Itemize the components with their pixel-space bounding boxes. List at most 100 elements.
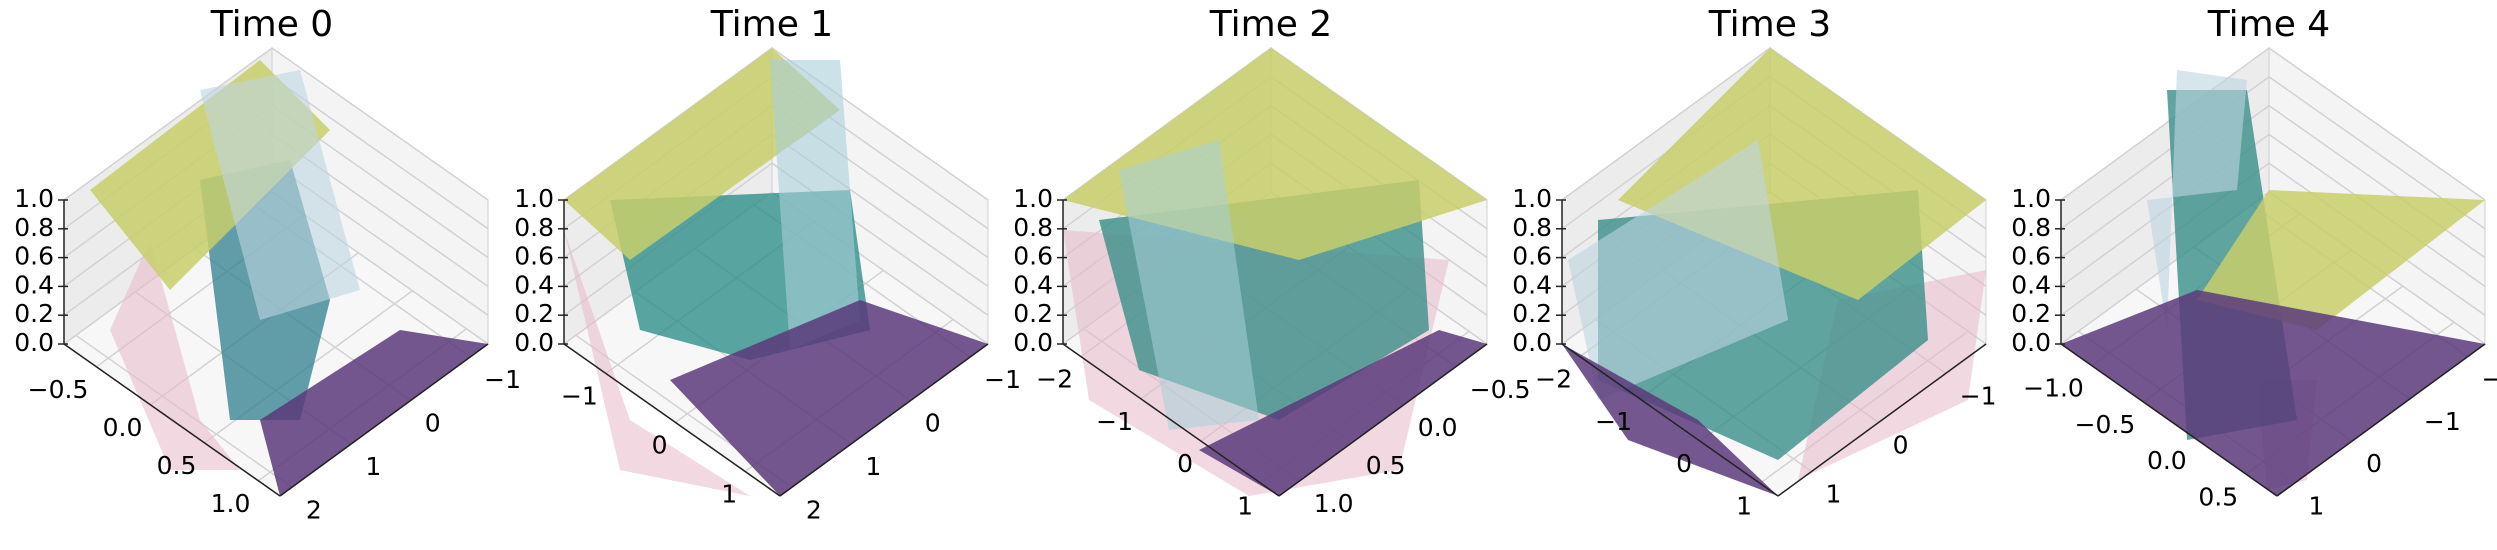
z-tick-label: 0.8: [14, 213, 54, 242]
surface-patch: [1568, 140, 1788, 400]
z-tick-label: 0.6: [2011, 242, 2051, 271]
x-tick-label: 1: [1237, 491, 1253, 520]
x-tick-label: 1: [721, 479, 737, 508]
z-grid-line: [63, 47, 489, 201]
surface-patch: [2197, 190, 2485, 330]
x-tick-label: −1: [1096, 407, 1133, 436]
z-tick-label: 0.4: [14, 270, 54, 299]
y-tick-label: −2: [2482, 365, 2497, 394]
x-axis-line: [1561, 343, 1779, 497]
y-tick-label: 1: [1826, 479, 1842, 508]
y-tick-label: −1: [2424, 407, 2461, 436]
z-tick-label: 0.2: [1512, 299, 1552, 328]
z-tick-label: 1.0: [2011, 184, 2051, 213]
x-tick-label: 0: [1676, 449, 1692, 478]
surface-patch: [1119, 140, 1259, 430]
z-tick-label: 0.4: [1013, 270, 1053, 299]
z-tick-label: 0.6: [14, 242, 54, 271]
subplot: 0.00.20.40.60.81.0 −1 0 1 −1 0 1 2 Time 1: [514, 4, 1021, 524]
y-axis-line: [1777, 343, 1987, 497]
x-tick-label: 0.0: [2147, 446, 2187, 475]
y-tick-label: 0: [2366, 449, 2382, 478]
surface-patch: [770, 60, 860, 350]
subplot: 0.00.20.40.60.81.0−0.50.00.51.0−1012Time…: [14, 4, 521, 524]
x-axis-line: [563, 343, 781, 497]
surface-patch: [200, 70, 360, 320]
z-tick-label: 0.2: [2011, 299, 2051, 328]
subplot: 0.00.20.40.60.81.0 −2 −1 0 1 −1 0 1 Time 3: [1512, 4, 1996, 520]
x-tick-label: −0.5: [2075, 410, 2136, 439]
surface-patch: [564, 48, 840, 260]
z-tick-label: 0.0: [14, 328, 54, 357]
z-tick-label: 0.4: [2011, 270, 2051, 299]
x-tick-label: 0.5: [157, 451, 197, 480]
z-tick-label: 0.0: [2011, 328, 2051, 357]
subplot-title: Time 0: [210, 4, 333, 45]
x-axis-line: [1062, 343, 1280, 497]
z-tick-label: 1.0: [514, 184, 554, 213]
x-tick-label: −0.5: [28, 375, 89, 404]
surface-patch: [564, 230, 750, 496]
z-tick-label: 1.0: [14, 184, 54, 213]
z-tick-label: 0.6: [1512, 242, 1552, 271]
z-tick-label: 0.8: [1013, 213, 1053, 242]
y-tick-label: 2: [306, 495, 322, 524]
y-tick-label: −1: [1960, 381, 1997, 410]
y-tick-label: 1: [2308, 491, 2324, 520]
y-tick-label: 0: [925, 408, 941, 437]
surface-patch: [260, 330, 488, 496]
z-tick-label: 0.2: [14, 299, 54, 328]
y-tick-label: 1: [365, 452, 381, 481]
surface-patch: [2147, 70, 2247, 330]
z-grid-line: [2060, 47, 2486, 201]
z-tick-label: 0.0: [1013, 328, 1053, 357]
z-tick-label: 0.6: [1013, 242, 1053, 271]
y-tick-label: 0.5: [1366, 451, 1406, 480]
y-tick-label: −0.5: [1470, 375, 1531, 404]
z-tick-label: 0.8: [2011, 213, 2051, 242]
y-tick-label: 2: [806, 495, 822, 524]
z-tick-label: 1.0: [1013, 184, 1053, 213]
x-tick-label: −2: [1036, 365, 1073, 394]
subplot-title: Time 2: [1209, 4, 1332, 45]
subplot-title: Time 1: [710, 4, 833, 45]
y-axis-line: [779, 343, 989, 497]
x-tick-label: 1: [1736, 491, 1752, 520]
x-tick-label: 0.0: [103, 413, 143, 442]
x-tick-label: −2: [1535, 365, 1572, 394]
x-axis-line: [63, 343, 281, 497]
y-tick-label: 1: [865, 452, 881, 481]
y-axis-line: [279, 343, 489, 497]
y-tick-label: −1: [984, 365, 1021, 394]
y-tick-label: 0: [425, 408, 441, 437]
y-tick-label: −1: [484, 365, 521, 394]
z-tick-label: 0.2: [1013, 299, 1053, 328]
surface-patch: [2061, 290, 2485, 496]
x-tick-label: 0: [1177, 449, 1193, 478]
z-tick-label: 0.6: [514, 242, 554, 271]
y-tick-label: 0: [1893, 430, 1909, 459]
z-tick-label: 0.8: [1512, 213, 1552, 242]
x-tick-label: 0: [652, 430, 668, 459]
surface-patch: [110, 240, 240, 470]
z-tick-label: 1.0: [1512, 184, 1552, 213]
z-tick-label: 0.2: [514, 299, 554, 328]
z-tick-label: 0.0: [1512, 328, 1552, 357]
x-tick-label: 1.0: [211, 489, 251, 518]
subplot: 0.00.20.40.60.81.0−2−101−0.50.00.51.0Tim…: [1013, 4, 1530, 520]
y-tick-label: 0.0: [1418, 413, 1458, 442]
z-tick-label: 0.0: [514, 328, 554, 357]
y-tick-label: 1.0: [1314, 489, 1354, 518]
y-axis-line: [1278, 343, 1488, 497]
z-tick-label: 0.4: [514, 270, 554, 299]
surface-patch: [670, 300, 988, 496]
subplot-title: Time 3: [1708, 4, 1831, 45]
x-tick-label: −1.0: [2023, 374, 2084, 403]
surface-patch: [1199, 330, 1487, 496]
z-grid-line: [2060, 162, 2486, 316]
x-tick-label: 0.5: [2198, 482, 2238, 511]
x-axis-line: [2060, 343, 2278, 497]
y-axis-line: [2276, 343, 2486, 497]
